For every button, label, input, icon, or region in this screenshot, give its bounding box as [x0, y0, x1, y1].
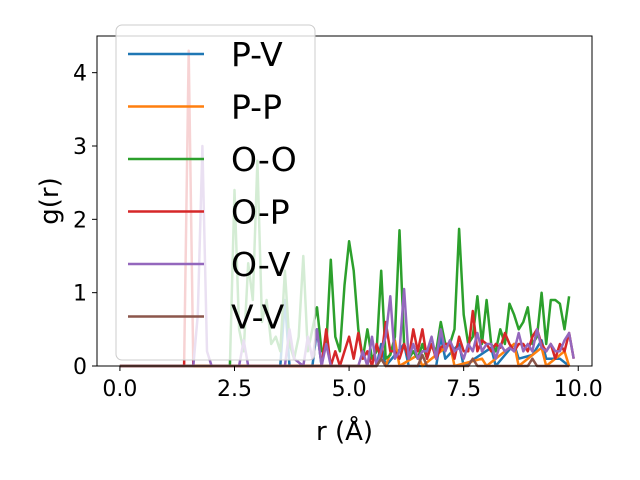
series-line-o-p	[119, 49, 575, 368]
legend-label-o-p: O-P	[231, 193, 290, 232]
y-tick-label: 4	[73, 62, 87, 87]
legend-label-p-p: P-P	[231, 88, 282, 127]
legend: P-V P-P O-O O-P O-V V-V	[115, 24, 316, 361]
y-axis-ticks: 0 1 2 3 4	[73, 62, 97, 380]
y-tick-label: 2	[73, 208, 87, 233]
y-tick-label: 0	[73, 355, 87, 380]
legend-label-p-v: P-V	[231, 35, 283, 74]
x-axis-label: r (Å)	[316, 415, 373, 447]
x-tick-label: 10.0	[554, 377, 603, 402]
x-axis-ticks: 0.0 2.5 5.0 7.5 10.0	[102, 366, 603, 402]
x-tick-label: 0.0	[102, 377, 137, 402]
x-tick-label: 7.5	[446, 377, 481, 402]
y-tick-label: 3	[73, 135, 87, 160]
legend-label-v-v: V-V	[231, 298, 285, 337]
axes-frame	[96, 35, 593, 367]
y-axis-label: g(r)	[35, 177, 65, 224]
x-tick-label: 5.0	[332, 377, 367, 402]
legend-label-o-o: O-O	[231, 140, 297, 179]
legend-box	[115, 24, 316, 361]
x-tick-label: 2.5	[217, 377, 252, 402]
legend-label-o-v: O-V	[231, 245, 291, 284]
y-tick-label: 1	[73, 282, 87, 307]
